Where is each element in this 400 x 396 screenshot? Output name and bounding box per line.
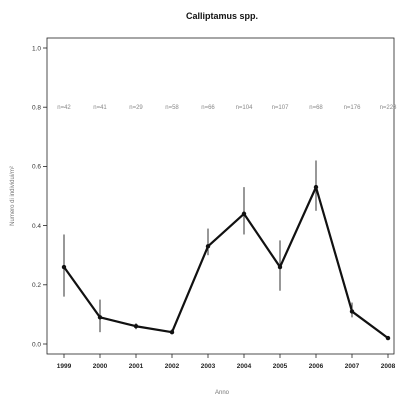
y-tick-label: 0.8 xyxy=(32,105,41,112)
data-point xyxy=(133,324,139,329)
y-tick-label: 0.2 xyxy=(32,282,41,289)
sample-size-label: n=68 xyxy=(309,105,323,111)
x-tick-label: 2000 xyxy=(93,363,108,370)
data-points xyxy=(61,184,391,341)
x-axis: 1999 2000 2001 2002 2003 2004 2005 2006 2007 2008 xyxy=(57,354,396,370)
data-point xyxy=(385,335,391,341)
sample-size-label: n=58 xyxy=(165,105,179,111)
y-tick-label: 0.0 xyxy=(32,341,41,348)
x-tick-label: 2002 xyxy=(165,363,180,370)
y-axis: 0.0 0.2 0.4 0.6 0.8 1.0 xyxy=(32,45,47,348)
x-tick-label: 2004 xyxy=(237,363,252,370)
data-point xyxy=(349,309,355,314)
data-point xyxy=(169,329,175,335)
sample-size-label: n=223 xyxy=(380,105,398,111)
x-tick-label: 2008 xyxy=(381,363,396,370)
sample-size-label: n=176 xyxy=(344,105,362,111)
sample-size-label: n=66 xyxy=(201,105,215,111)
x-tick-label: 2003 xyxy=(201,363,216,370)
series-line xyxy=(63,186,389,339)
y-axis-label: Numero di individui/m² xyxy=(10,166,16,226)
x-tick-label: 1999 xyxy=(57,363,72,370)
y-tick-label: 0.4 xyxy=(32,223,41,230)
data-point xyxy=(277,264,283,270)
x-tick-label: 2006 xyxy=(309,363,324,370)
data-point xyxy=(97,315,103,320)
x-tick-label: 2005 xyxy=(273,363,288,370)
data-point xyxy=(241,211,247,216)
x-tick-label: 2001 xyxy=(129,363,144,370)
y-tick-label: 0.6 xyxy=(32,164,41,171)
sample-size-label: n=104 xyxy=(236,105,254,111)
data-point xyxy=(205,244,211,249)
data-point xyxy=(313,184,319,190)
x-tick-label: 2007 xyxy=(345,363,360,370)
plot-frame xyxy=(46,37,395,355)
sample-size-label: n=107 xyxy=(272,105,290,111)
sample-size-label: n=41 xyxy=(93,105,107,111)
x-axis-label: Anno xyxy=(215,390,230,396)
sample-size-labels: n=42 n=41 n=29 n=58 n=66 n=104 n=107 n=68 n=176 n… xyxy=(57,105,397,111)
y-tick-label: 1.0 xyxy=(32,45,41,52)
chart-title: Calliptamus spp. xyxy=(186,11,258,21)
data-point xyxy=(61,264,67,270)
sample-size-label: n=29 xyxy=(129,105,143,111)
sample-size-label: n=42 xyxy=(57,105,71,111)
